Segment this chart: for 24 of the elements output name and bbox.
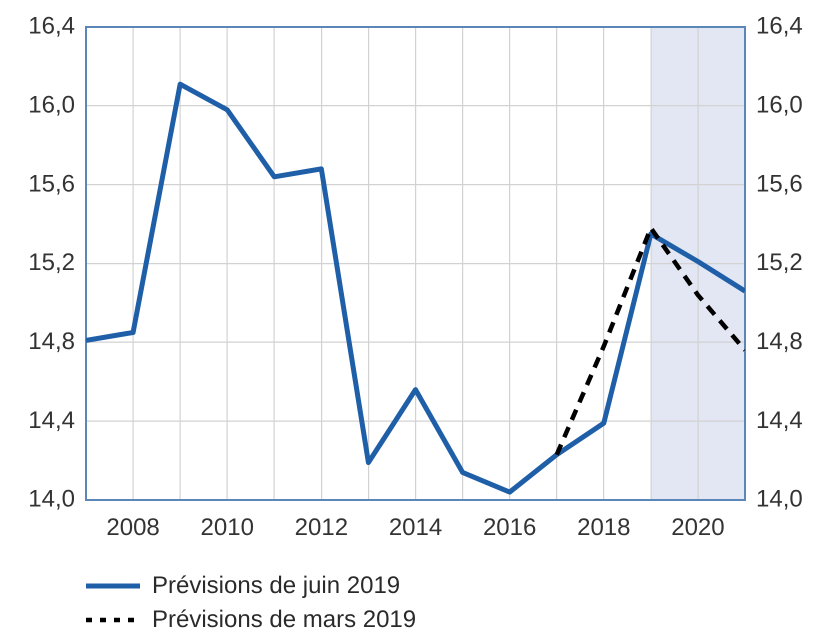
- y-tick-label: 14,8: [28, 328, 75, 355]
- y2-tick-label: 16,0: [756, 91, 803, 118]
- y-tick-label: 14,0: [28, 486, 75, 513]
- legend-label: Prévisions de mars 2019: [152, 606, 416, 634]
- y2-tick-label: 15,6: [756, 170, 803, 198]
- y2-tick-label: 16,4: [756, 12, 803, 40]
- y-tick-label: 14,4: [28, 406, 75, 434]
- x-tick-label: 2018: [577, 514, 630, 542]
- line-series: [554, 226, 745, 457]
- x-tick-label: 2008: [106, 514, 160, 542]
- y-tick-label: 15,6: [28, 170, 75, 198]
- legend-label: Prévisions de juin 2019: [152, 572, 400, 600]
- x-tick-label: 2016: [482, 514, 536, 542]
- x-tick-label: 2012: [294, 514, 348, 542]
- y-tick-label: 16,4: [28, 12, 75, 40]
- x-tick-label: 2010: [200, 514, 254, 542]
- y2-tick-label: 14,8: [756, 328, 803, 355]
- x-tick-label: 2020: [671, 514, 725, 542]
- y-tick-label: 15,2: [28, 249, 75, 276]
- y2-tick-label: 15,2: [756, 249, 803, 276]
- x-tick-label: 2014: [388, 514, 442, 542]
- y2-tick-label: 14,4: [756, 406, 803, 434]
- y2-tick-label: 14,0: [756, 486, 803, 513]
- y-tick-label: 16,0: [28, 91, 75, 118]
